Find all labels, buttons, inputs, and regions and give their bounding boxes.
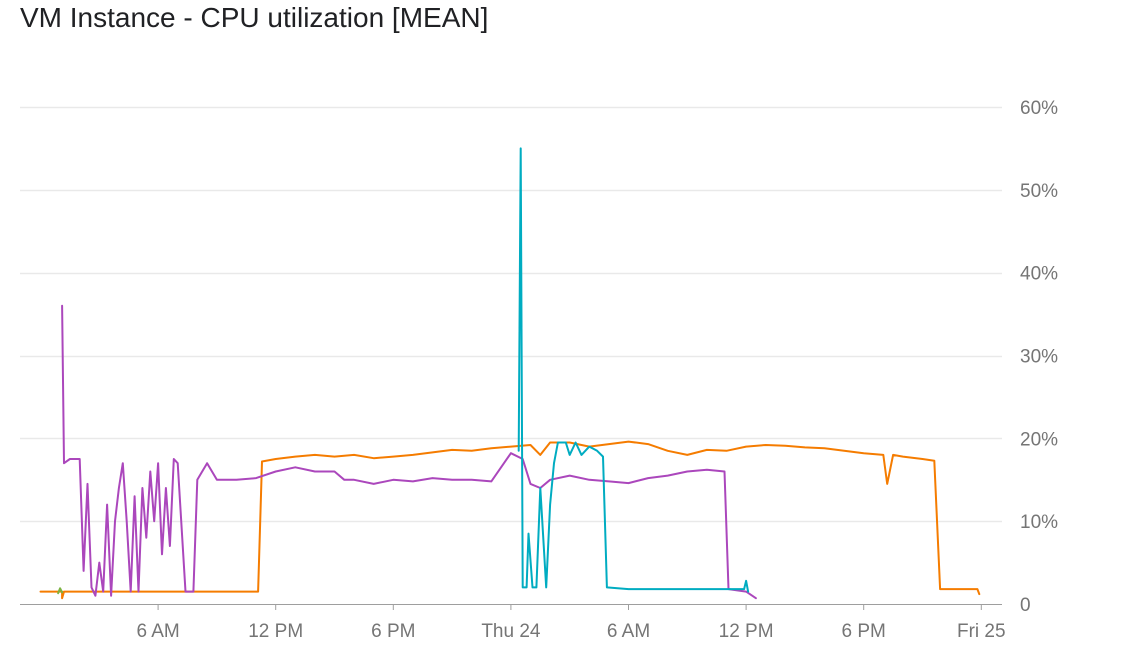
- y-tick-label: 30%: [1020, 347, 1058, 368]
- y-tick-label: 60%: [1020, 98, 1058, 119]
- y-tick-label: 10%: [1020, 512, 1058, 533]
- axes: 0 10% 20% 30% 40% 50% 60% 6 AM 12 PM 6 PM Thu 24 6 …: [20, 98, 1058, 642]
- series-line-3: [517, 147, 750, 593]
- x-tick-label: 12 PM: [248, 621, 303, 642]
- series-lines: [39, 147, 981, 600]
- series-line-2: [61, 304, 757, 600]
- x-tick-label: Fri 25: [957, 621, 1006, 642]
- series-line-1: [39, 440, 981, 600]
- y-tick-label: 0: [1020, 595, 1031, 616]
- series-line-4: [57, 587, 64, 595]
- chart-title: VM Instance - CPU utilization [MEAN]: [20, 2, 489, 33]
- x-tick-label: 12 PM: [719, 621, 774, 642]
- x-tick-label: 6 PM: [842, 621, 886, 642]
- y-tick-label: 50%: [1020, 181, 1058, 202]
- y-tick-label: 40%: [1020, 264, 1058, 285]
- y-tick-label: 20%: [1020, 429, 1058, 450]
- x-tick-label: 6 PM: [371, 621, 415, 642]
- x-tick-label: 6 AM: [607, 621, 650, 642]
- x-tick-label: 6 AM: [136, 621, 179, 642]
- x-tick-label: Thu 24: [481, 621, 541, 642]
- gridlines: [20, 106, 1002, 523]
